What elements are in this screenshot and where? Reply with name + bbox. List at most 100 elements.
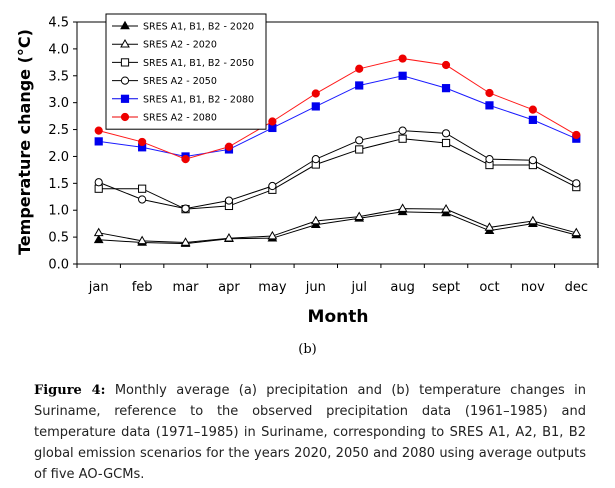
legend-entry: SRES A2 - 2050 [112,76,217,87]
data-point [94,137,103,146]
data-point [398,134,407,143]
data-point [441,129,451,138]
figure-caption: Figure 4: Monthly average (a) precipitat… [34,380,586,485]
y-tick-label: 0.0 [48,258,69,273]
series-line [98,130,577,210]
x-tick-label: nov [521,280,545,295]
data-point [355,136,364,145]
series-line [98,75,577,157]
legend-entry: SRES A1, B1, B2 - 2080 [112,94,254,105]
data-point [93,227,104,237]
caption-label: Figure 4: [34,383,106,398]
y-tick-label: 1.0 [48,204,69,219]
data-point [138,137,147,147]
data-point [137,235,147,245]
series-line [98,211,577,245]
data-point [484,222,495,231]
legend-entry: SRES A2 - 2080 [112,113,217,124]
figure-sublabel: (b) [298,342,317,357]
legend-label: SRES A2 - 2020 [143,40,217,51]
legend-marker [120,112,130,122]
series-line [98,58,577,160]
data-point [441,203,451,213]
data-point [528,115,537,124]
y-tick-label: 4.0 [48,42,69,57]
data-point [268,117,277,126]
x-axis-title: Month [308,307,369,327]
series-line [98,138,577,210]
y-tick-label: 3.5 [48,69,69,84]
legend-marker [120,94,130,103]
series-layer [93,54,582,247]
data-point [224,232,234,242]
x-tick-label: mar [173,280,200,295]
legend-box [105,13,267,130]
y-tick-label: 2.0 [48,150,69,165]
legend-marker [120,38,130,48]
legend-entry: SRES A1, B1, B2 - 2020 [112,20,254,33]
legend-entry: SRES A2 - 2020 [112,38,217,51]
data-point [398,54,407,63]
series-1 [93,206,582,247]
series-line [98,208,577,243]
data-point [94,178,103,187]
x-tick-label: oct [479,280,499,295]
data-point [138,195,147,204]
data-point [398,71,407,80]
data-point [224,196,234,205]
legend-marker [120,58,130,67]
x-tick-label: jun [305,280,326,295]
data-point [572,130,581,140]
y-tick-label: 0.5 [48,231,69,246]
legend: SRES A1, B1, B2 - 2020 SRES A2 - 2020 SRES… [105,13,267,130]
x-tick-label: dec [565,280,588,295]
y-axis: 0.0 0.5 1.0 1.5 2.0 2.5 3.0 3.5 4.0 4.5 [48,16,77,273]
x-tick-label: feb [132,280,153,295]
legend-entry: SRES A1, B1, B2 - 2050 [112,58,254,69]
data-point [355,145,364,154]
data-point [355,64,364,73]
y-tick-label: 2.5 [48,123,69,138]
data-point [397,203,408,212]
data-point [485,155,494,164]
data-point [441,138,451,148]
series-2 [93,203,582,246]
data-point [311,102,320,111]
data-point [485,88,494,98]
data-point [571,227,582,237]
legend-label: SRES A2 - 2050 [143,76,217,87]
data-point [224,142,234,151]
series-6 [94,54,581,164]
data-point [268,181,277,191]
data-point [572,179,581,188]
legend-label: SRES A2 - 2080 [143,113,217,124]
y-tick-label: 4.5 [48,16,69,31]
data-point [398,126,407,135]
x-tick-label: apr [218,280,240,295]
data-point [180,237,191,246]
data-point [93,234,104,244]
data-point [355,81,364,90]
x-tick-label: may [258,280,287,295]
legend-label: SRES A1, B1, B2 - 2020 [143,22,254,33]
data-point [311,155,320,164]
caption-text: Monthly average (a) precipitation and (b… [34,383,587,482]
x-axis: jan feb mar apr may jun jul aug sept oct nov dec [76,264,599,295]
legend-marker [120,76,130,85]
x-tick-label: sept [432,280,460,295]
temperature-change-chart: 0.0 0.5 1.0 1.5 2.0 2.5 3.0 3.5 4.0 4.5 jan feb mar… [15,13,599,327]
data-point [528,215,538,225]
legend-marker [120,20,130,30]
x-tick-label: aug [390,280,414,295]
data-point [267,230,278,240]
y-tick-label: 3.0 [48,96,69,111]
series-4 [94,126,581,213]
data-point [528,105,537,114]
data-point [354,211,365,220]
series-3 [94,134,581,214]
data-point [181,204,190,213]
y-tick-label: 1.5 [48,177,69,192]
x-tick-label: jul [350,280,366,295]
legend-label: SRES A1, B1, B2 - 2080 [143,94,254,105]
data-point [94,126,103,135]
